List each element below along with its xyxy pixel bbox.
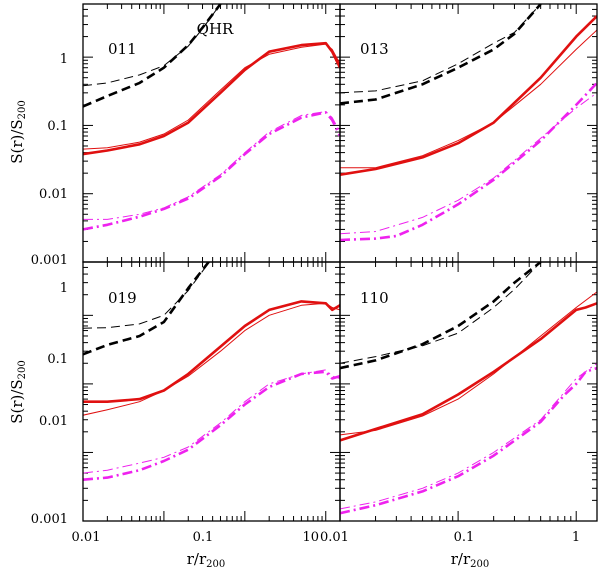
y-tick-label-0.1-bottom: 0.1	[47, 352, 68, 367]
y-axis-title-top: S(r)/S200	[8, 100, 28, 164]
y-axis-title-bottom: S(r)/S200	[8, 360, 28, 424]
panel-110-ticks	[339, 261, 597, 522]
panel-019	[82, 261, 341, 522]
series-013-black-thin	[340, 4, 542, 94]
series-110-magenta-thin	[340, 362, 597, 510]
series-019-black-thin	[83, 262, 210, 329]
series-019-red-thick	[83, 300, 340, 404]
y-tick-label-0.01-bottom: 0.01	[39, 414, 68, 429]
panel-013-series	[340, 4, 597, 242]
y-tick-label-0.001-top: 0.001	[31, 253, 68, 268]
x-axis-title-left: r/r200	[187, 550, 226, 570]
panel-label-110: 110	[360, 289, 389, 307]
y-tick-label-1-bottom: 1	[60, 281, 68, 296]
panel-011-series	[83, 4, 340, 231]
y-tick-label-0.01-top: 0.01	[39, 187, 68, 202]
series-019-magenta-thick	[83, 370, 340, 481]
series-110-red-thin	[340, 291, 597, 436]
panel-label-011: 011	[108, 40, 137, 58]
panel-110	[339, 261, 598, 522]
y-tick-label-0.1-top: 0.1	[47, 119, 68, 134]
series-019-red-thin	[83, 302, 340, 416]
x-tick-label-10-left: 10	[302, 530, 319, 545]
y-tick-label-1-top: 1	[60, 52, 68, 67]
panel-label-019: 019	[108, 289, 137, 307]
x-tick-label-0.1-left: 0.1	[193, 530, 214, 545]
x-axis-title-right: r/r200	[451, 550, 490, 570]
panel-110-series	[340, 262, 597, 515]
panel-013	[339, 3, 598, 263]
panel-label-013: 013	[360, 40, 389, 58]
series-110-red-thick	[340, 302, 597, 442]
series-110-black-thin	[340, 262, 542, 364]
series-013-magenta-thick	[340, 82, 597, 242]
series-011-magenta-thin	[83, 111, 340, 220]
series-019-magenta-thin	[83, 369, 340, 474]
x-tick-label-0.1-right: 0.1	[454, 530, 475, 545]
series-011-black-thick	[83, 4, 222, 108]
panel-019-series	[83, 262, 340, 481]
series-011-black-thin	[83, 4, 221, 87]
y-tick-label-0.001-bottom: 0.001	[31, 512, 68, 527]
plots-layer	[82, 3, 598, 522]
series-011-magenta-thick	[83, 111, 340, 231]
series-110-black-thick	[340, 262, 542, 370]
series-013-magenta-thin	[340, 92, 597, 235]
series-011-red-thin	[83, 43, 340, 150]
series-013-red-thick	[340, 15, 597, 176]
chart-title: QHR	[197, 20, 234, 38]
series-019-black-thick	[83, 262, 211, 356]
x-tick-label-1-right: 1	[572, 530, 580, 545]
series-013-black-thick	[340, 4, 542, 105]
series-013-red-thin	[340, 29, 597, 169]
x-tick-label-0.01-left: 0.01	[72, 530, 101, 545]
series-110-magenta-thick	[340, 366, 597, 515]
x-tick-label-0.01-right: 0.01	[320, 530, 349, 545]
panel-013-ticks	[339, 3, 597, 263]
panel-110-frame	[339, 261, 598, 522]
